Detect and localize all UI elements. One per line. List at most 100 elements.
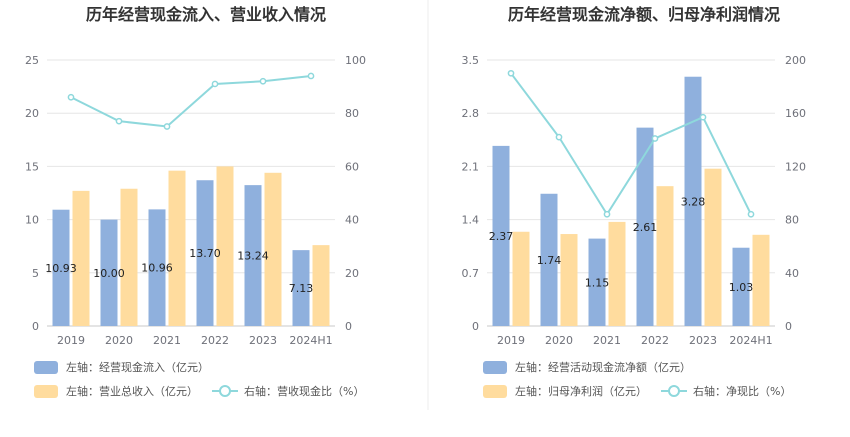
bar-secondary — [656, 186, 674, 326]
line-point — [163, 123, 171, 130]
data-label: 2.61 — [633, 221, 658, 234]
legend-swatch — [483, 361, 507, 374]
y-left-tick-label: 2.8 — [462, 107, 480, 120]
data-label: 1.74 — [537, 254, 562, 267]
data-label: 10.93 — [45, 262, 77, 275]
legend-label: 左轴：经营活动现金流净额（亿元） — [515, 360, 691, 374]
y-right-tick-label: 80 — [785, 214, 799, 227]
bar-secondary — [752, 234, 770, 326]
line-point — [115, 117, 123, 125]
x-tick-label: 2024H1 — [729, 334, 772, 347]
legend-marker — [668, 385, 680, 397]
legend-label: 左轴：经营现金流入（亿元） — [66, 360, 209, 374]
y-right-tick-label: 120 — [785, 160, 806, 173]
chart-title: 历年经营现金流入、营业收入情况 — [86, 5, 326, 24]
y-right-tick-label: 40 — [785, 267, 799, 280]
y-right-tick-label: 40 — [345, 214, 359, 227]
bar-secondary — [704, 168, 722, 326]
y-left-tick-label: 0.7 — [462, 267, 480, 280]
bar-primary — [540, 193, 558, 326]
line-point — [507, 69, 515, 77]
data-label: 10.00 — [93, 267, 125, 280]
bar-primary — [244, 185, 262, 326]
legend-label: 右轴：净现比（%） — [693, 384, 791, 398]
y-right-tick-label: 200 — [785, 54, 806, 67]
x-tick-label: 2024H1 — [289, 334, 332, 347]
line-point — [603, 210, 611, 218]
bar-primary — [196, 180, 214, 326]
y-left-tick-label: 20 — [25, 107, 39, 120]
series-line — [70, 74, 312, 128]
line-point — [747, 210, 755, 218]
bar-secondary — [168, 170, 186, 326]
line-point — [651, 135, 659, 142]
y-right-tick-label: 80 — [345, 107, 359, 120]
bar-primary — [100, 219, 118, 326]
y-right-tick-label: 100 — [345, 54, 366, 67]
x-tick-label: 2020 — [105, 334, 133, 347]
bar-secondary — [608, 221, 626, 326]
y-right-tick-label: 0 — [785, 320, 792, 333]
data-label: 13.70 — [189, 247, 221, 260]
x-tick-label: 2023 — [249, 334, 277, 347]
legend-swatch — [34, 385, 58, 398]
bar-secondary — [264, 172, 282, 326]
x-tick-label: 2023 — [689, 334, 717, 347]
line-point — [307, 72, 315, 80]
y-right-tick-label: 0 — [345, 320, 352, 333]
series-line — [510, 72, 752, 217]
bar-primary — [684, 76, 702, 326]
y-left-tick-label: 3.5 — [462, 54, 480, 67]
x-tick-label: 2019 — [57, 334, 85, 347]
y-left-tick-label: 1.4 — [462, 214, 480, 227]
legend-item[interactable]: 左轴：营业总收入（亿元） — [34, 384, 198, 398]
y-left-tick-label: 10 — [25, 214, 39, 227]
data-label: 2.37 — [489, 230, 514, 243]
x-tick-label: 2022 — [201, 334, 229, 347]
y-left-tick-label: 5 — [32, 267, 39, 280]
legend-label: 右轴：营收现金比（%） — [244, 384, 364, 398]
legend-item[interactable]: 右轴：净现比（%） — [661, 384, 791, 398]
data-label: 7.13 — [289, 282, 314, 295]
y-left-tick-label: 2.1 — [462, 160, 480, 173]
legend-item[interactable]: 左轴：经营活动现金流净额（亿元） — [483, 360, 691, 374]
line-point — [555, 133, 563, 141]
data-label: 1.03 — [729, 281, 754, 294]
line-point — [211, 80, 219, 88]
legend-item[interactable]: 右轴：营收现金比（%） — [212, 384, 364, 398]
y-left-tick-label: 25 — [25, 54, 39, 67]
line-point — [259, 77, 267, 85]
legend-item[interactable]: 左轴：经营现金流入（亿元） — [34, 360, 209, 374]
legend-item[interactable]: 左轴：归母净利润（亿元） — [483, 384, 647, 398]
legend-swatch — [34, 361, 58, 374]
bar-primary — [492, 145, 510, 326]
data-label: 1.15 — [585, 276, 610, 289]
bar-primary — [636, 127, 654, 326]
data-label: 3.28 — [681, 195, 706, 208]
bar-secondary — [216, 166, 234, 326]
y-left-tick-label: 15 — [25, 160, 39, 173]
bar-secondary — [72, 190, 90, 326]
data-label: 13.24 — [237, 250, 269, 263]
x-tick-label: 2020 — [545, 334, 573, 347]
data-label: 10.96 — [141, 262, 173, 275]
line-point — [699, 113, 707, 121]
x-tick-label: 2021 — [593, 334, 621, 347]
line-point — [67, 93, 75, 101]
x-tick-label: 2021 — [153, 334, 181, 347]
y-right-tick-label: 20 — [345, 267, 359, 280]
y-left-tick-label: 0 — [32, 320, 39, 333]
bar-primary — [588, 238, 606, 326]
legend-swatch — [483, 385, 507, 398]
legend-label: 左轴：营业总收入（亿元） — [66, 384, 198, 398]
y-right-tick-label: 160 — [785, 107, 806, 120]
chart-2: 历年经营现金流净额、归母净利润情况 0 0.7 1.4 2.1 2.8 3.5 0 40 80 12… — [462, 5, 806, 398]
bar-primary — [732, 247, 750, 326]
bar-secondary — [560, 234, 578, 326]
chart-1: 历年经营现金流入、营业收入情况 0 5 10 15 20 25 0 20 40 60 80 100 201… — [25, 5, 366, 398]
x-tick-label: 2022 — [641, 334, 669, 347]
bar-primary — [292, 250, 310, 326]
legend-marker — [219, 385, 231, 397]
y-left-tick-label: 0 — [472, 320, 479, 333]
